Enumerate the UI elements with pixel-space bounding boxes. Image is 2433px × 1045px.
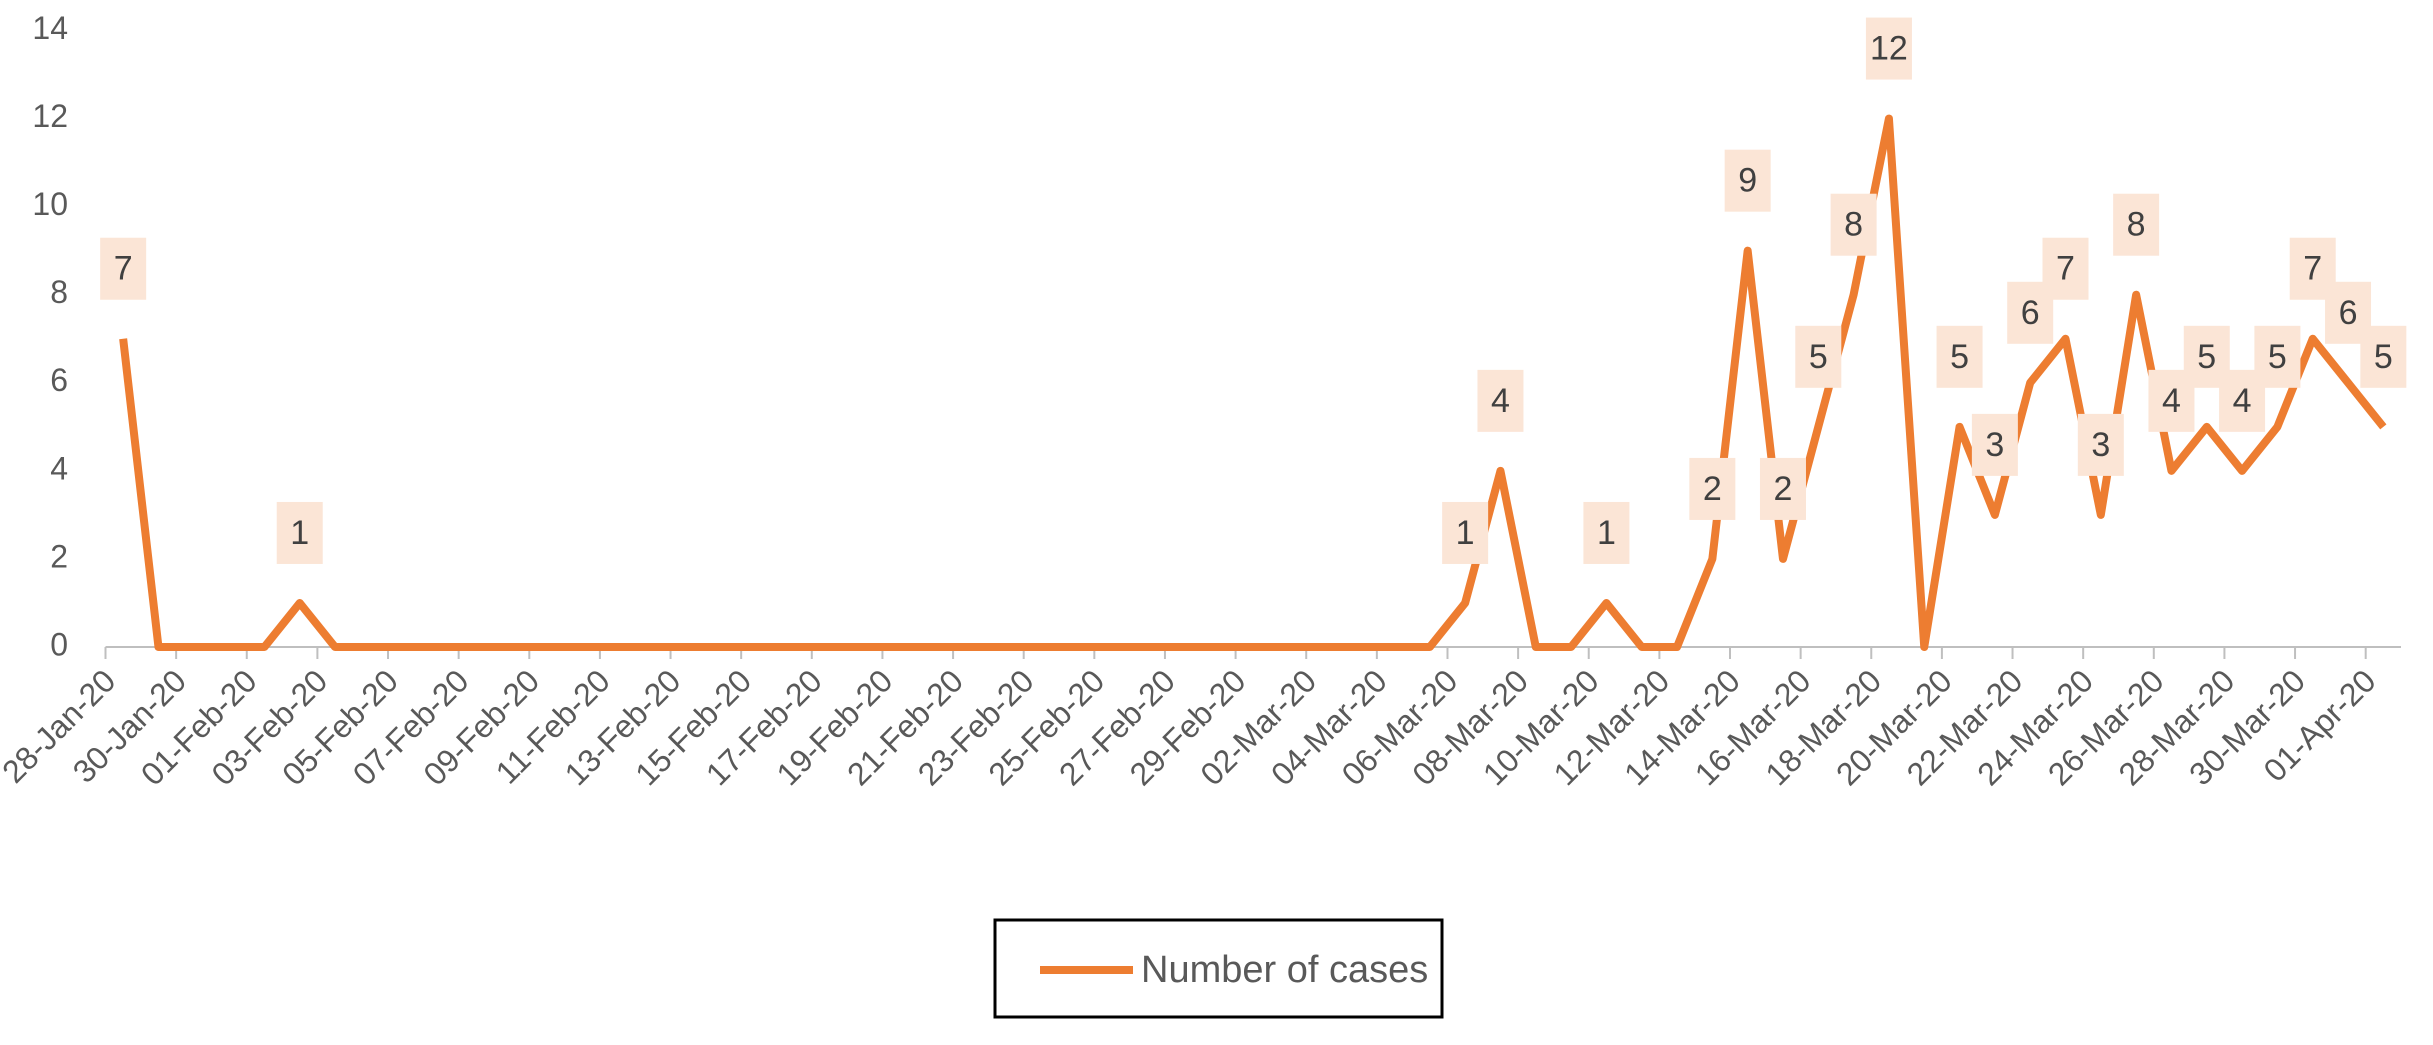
y-tick-label: 14 <box>32 10 68 46</box>
data-label-box <box>276 501 323 564</box>
data-label-box <box>1865 17 1912 80</box>
data-label-box <box>1971 413 2018 476</box>
data-label: 4 <box>1491 382 1510 420</box>
data-label-box <box>1936 325 1983 388</box>
data-label: 1 <box>290 514 309 552</box>
line <box>119 114 2387 651</box>
data-label: 2 <box>1703 470 1722 508</box>
data-label: 5 <box>1809 338 1828 376</box>
data-label: 2 <box>1774 470 1793 508</box>
data-label-box <box>1830 193 1877 256</box>
data-label: 3 <box>2091 426 2110 464</box>
data-label: 5 <box>2197 338 2216 376</box>
y-tick-label: 6 <box>50 362 68 398</box>
data-label-box <box>1724 149 1771 212</box>
data-label: 9 <box>1738 162 1757 200</box>
data-label-box <box>1442 501 1489 564</box>
data-label-box <box>1583 501 1630 564</box>
data-label: 12 <box>1870 30 1908 68</box>
legend-label: Number of cases <box>1141 949 1428 991</box>
data-label-box <box>2360 325 2407 388</box>
data-label-box <box>2254 325 2301 388</box>
data-label: 8 <box>1844 206 1863 244</box>
y-tick-label: 10 <box>32 186 68 222</box>
data-label: 4 <box>2162 382 2181 420</box>
data-label-box <box>100 237 147 300</box>
data-label-box <box>1689 457 1736 520</box>
data-label-box <box>1795 325 1842 388</box>
y-tick-label: 12 <box>32 98 68 134</box>
data-label-box <box>1759 457 1806 520</box>
data-label: 7 <box>2303 250 2322 288</box>
data-label-box <box>2113 193 2160 256</box>
data-label-box <box>1477 369 1524 432</box>
data-label: 4 <box>2233 382 2252 420</box>
y-tick-label: 2 <box>50 538 68 574</box>
data-label: 5 <box>2374 338 2393 376</box>
data-label: 5 <box>2268 338 2287 376</box>
data-label: 6 <box>2021 294 2040 332</box>
y-tick-label: 4 <box>50 450 68 486</box>
data-label: 7 <box>114 250 133 288</box>
y-tick-label: 0 <box>50 626 68 662</box>
data-label: 6 <box>2339 294 2358 332</box>
data-label: 1 <box>1597 514 1616 552</box>
data-label: 8 <box>2127 206 2146 244</box>
data-label: 3 <box>1985 426 2004 464</box>
y-tick-label: 8 <box>50 274 68 310</box>
data-label: 5 <box>1950 338 1969 376</box>
data-label: 1 <box>1456 514 1475 552</box>
data-label-box <box>2042 237 2089 300</box>
data-label: 7 <box>2056 250 2075 288</box>
data-label-box <box>2077 413 2124 476</box>
